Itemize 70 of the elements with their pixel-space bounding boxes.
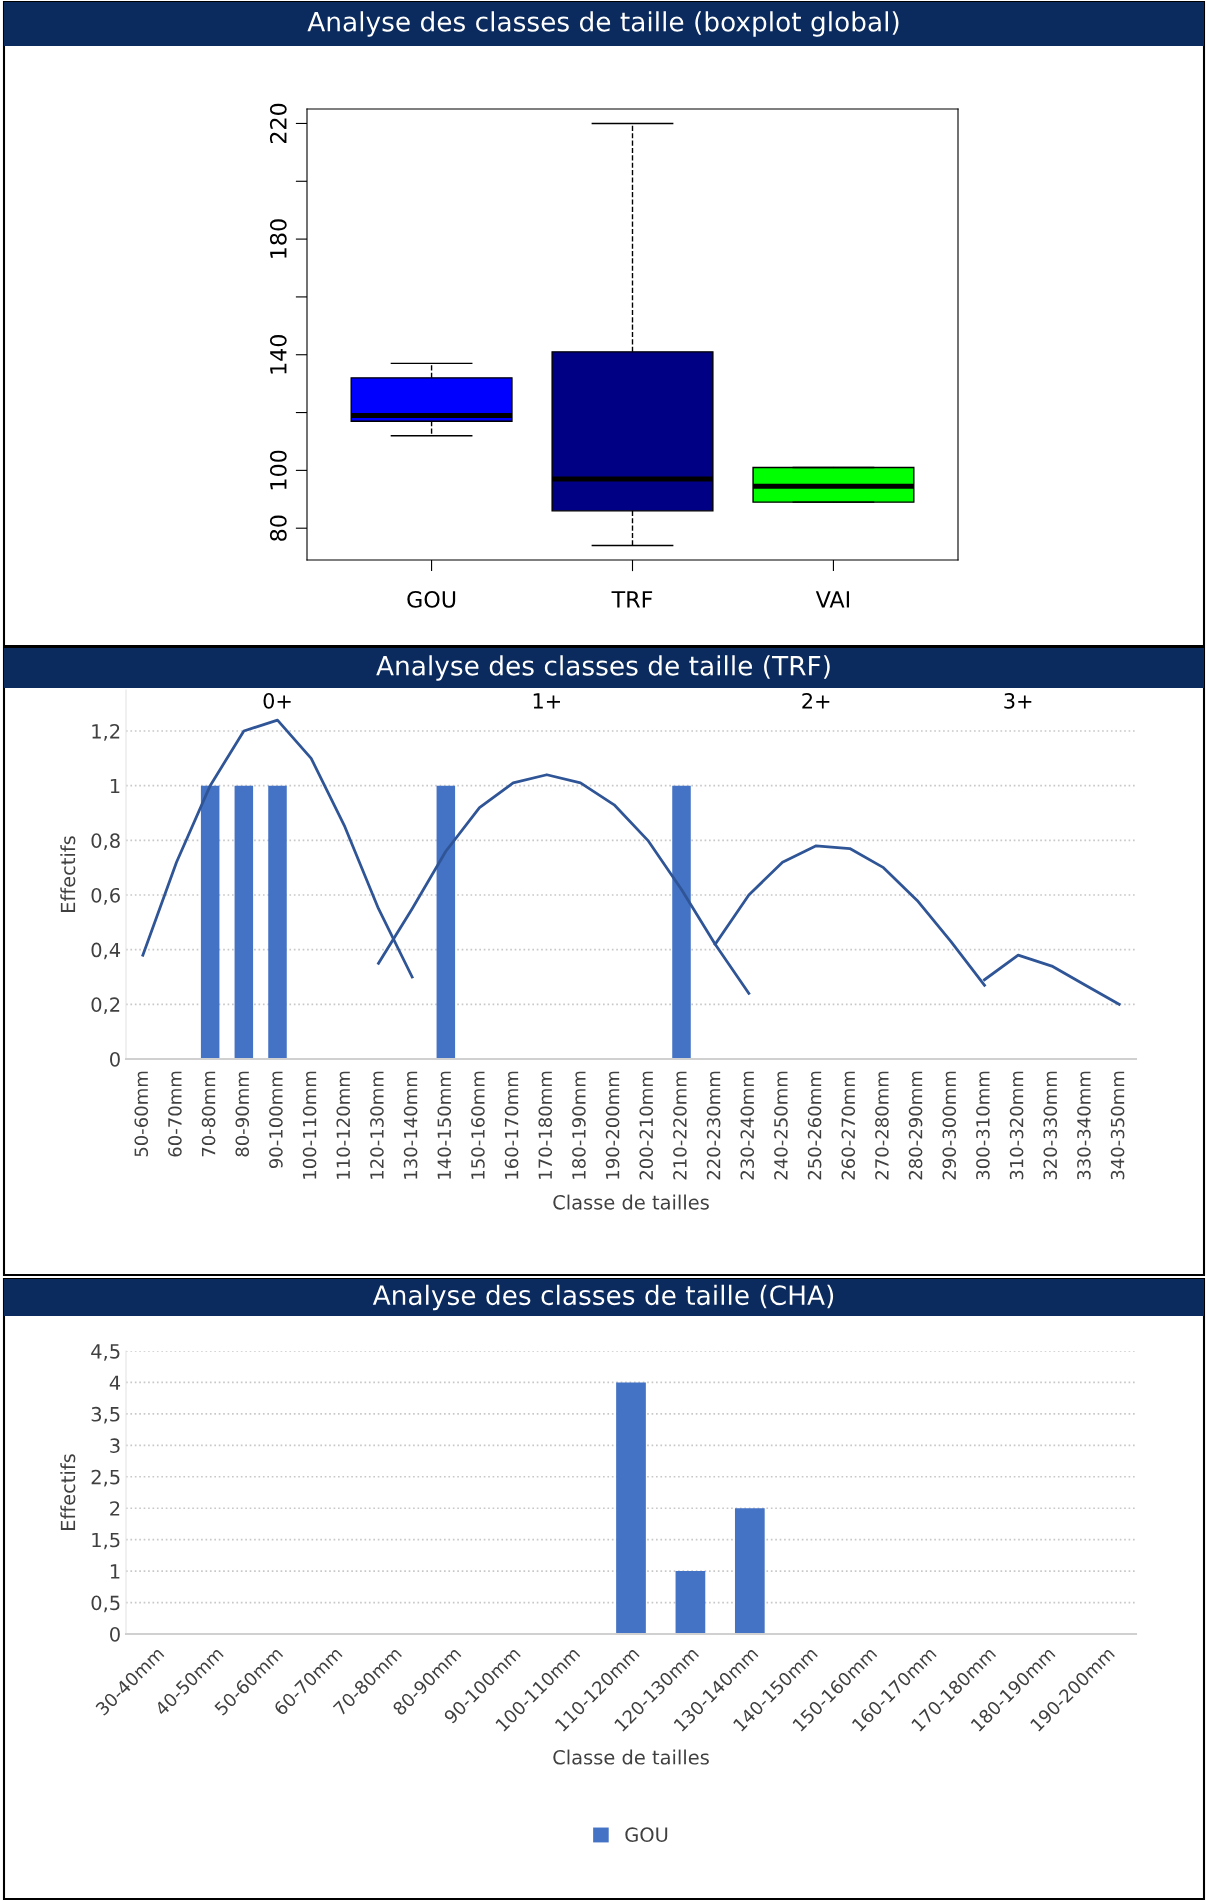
annotation: 2+ — [802, 692, 830, 709]
x-tick-label: 130-140mm — [403, 1071, 418, 1179]
x-tick-label: 340-350mm — [1110, 1071, 1125, 1180]
y-tick-label: 100 — [269, 450, 287, 490]
y-tick-label: 0,2 — [91, 997, 120, 1014]
x-tick-label: 60-70mm — [168, 1071, 182, 1157]
y-axis-title: Effectifs — [60, 836, 76, 912]
y-tick-label: 1 — [110, 778, 120, 794]
x-tick-label: 160-170mm — [504, 1071, 519, 1179]
y-tick-label: 0 — [110, 1626, 120, 1642]
x-tick-label: 260-270mm — [841, 1071, 856, 1180]
x-tick-label: 280-290mm — [908, 1071, 923, 1180]
x-tick-label: 220-230mm — [706, 1071, 721, 1180]
annotation: 1+ — [533, 693, 560, 709]
x-tick-label: GOU — [407, 590, 456, 608]
x-tick-label: 80-90mm — [235, 1071, 250, 1157]
x-tick-label: 320-330mm — [1043, 1071, 1058, 1180]
x-tick-label: VAI — [815, 591, 850, 608]
x-tick-label: 100-110mm — [302, 1071, 317, 1179]
y-tick-label: 1,2 — [92, 723, 120, 741]
bar — [616, 1382, 646, 1634]
x-tick-label: 240-250mm — [774, 1071, 788, 1180]
x-tick-label: 140-150mm — [437, 1071, 452, 1179]
x-tick-label: 210-220mm — [673, 1071, 687, 1180]
y-tick-label: 0,6 — [91, 887, 120, 905]
y-tick-label: 4,5 — [91, 1344, 120, 1361]
x-tick-label: 230-240mm — [740, 1071, 755, 1180]
y-tick-label: 0 — [110, 1051, 120, 1067]
legend-label: GOU — [625, 1827, 668, 1843]
y-tick-label: 3,5 — [91, 1406, 120, 1424]
y-tick-label: 2 — [110, 1501, 120, 1516]
x-tick-label: 50-60mm — [134, 1071, 149, 1157]
x-tick-label: TRF — [611, 591, 653, 608]
y-tick-label: 4 — [109, 1375, 121, 1390]
x-tick-label: 290-300mm — [942, 1071, 957, 1180]
x-tick-label: 110-120mm — [336, 1071, 351, 1179]
x-tick-label: 170-180mm — [538, 1071, 553, 1179]
x-tick-label: 180-190mm — [572, 1071, 586, 1179]
x-tick-label: 310-320mm — [1009, 1071, 1024, 1180]
bar — [675, 1571, 706, 1634]
y-tick-label: 80 — [269, 515, 287, 541]
x-tick-label: 200-210mm — [639, 1071, 654, 1180]
x-tick-label: 270-280mm — [875, 1071, 889, 1180]
x-axis-title: Classe de tailles — [553, 1194, 709, 1210]
x-tick-label: 190-200mm — [605, 1071, 620, 1179]
x-tick-label: 70-80mm — [201, 1071, 216, 1157]
y-tick-label: 2,5 — [91, 1469, 120, 1487]
chart-title: Analyse des classes de taille (CHA) — [372, 1284, 834, 1311]
y-tick-label: 180 — [269, 219, 287, 258]
y-tick-label: 220 — [269, 103, 287, 144]
x-tick-label: 150-160mm — [471, 1071, 485, 1179]
y-tick-label: 0,4 — [91, 942, 121, 960]
y-axis-title: Effectifs — [60, 1454, 76, 1530]
x-tick-label: 300-310mm — [976, 1071, 990, 1180]
annotation: 3+ — [1004, 692, 1032, 709]
y-tick-label: 1 — [110, 1564, 120, 1579]
y-tick-label: 1,5 — [92, 1532, 120, 1550]
x-tick-label: 90-100mm — [269, 1071, 283, 1169]
x-axis-title: Classe de tailles — [553, 1749, 709, 1765]
annotation: 0+ — [263, 692, 291, 709]
y-tick-label: 140 — [269, 335, 287, 374]
y-tick-label: 3 — [110, 1438, 120, 1453]
y-tick-label: 0,5 — [91, 1595, 120, 1613]
x-tick-label: 330-340mm — [1077, 1071, 1091, 1180]
x-tick-label: 120-130mm — [370, 1071, 384, 1179]
x-tick-label: 250-260mm — [807, 1071, 822, 1180]
y-tick-label: 0,8 — [91, 833, 120, 850]
chart-title: Analyse des classes de taille (TRF) — [376, 655, 830, 681]
bar — [734, 1508, 765, 1634]
chart-title: Analyse des classes de taille (boxplot global) — [307, 11, 899, 37]
